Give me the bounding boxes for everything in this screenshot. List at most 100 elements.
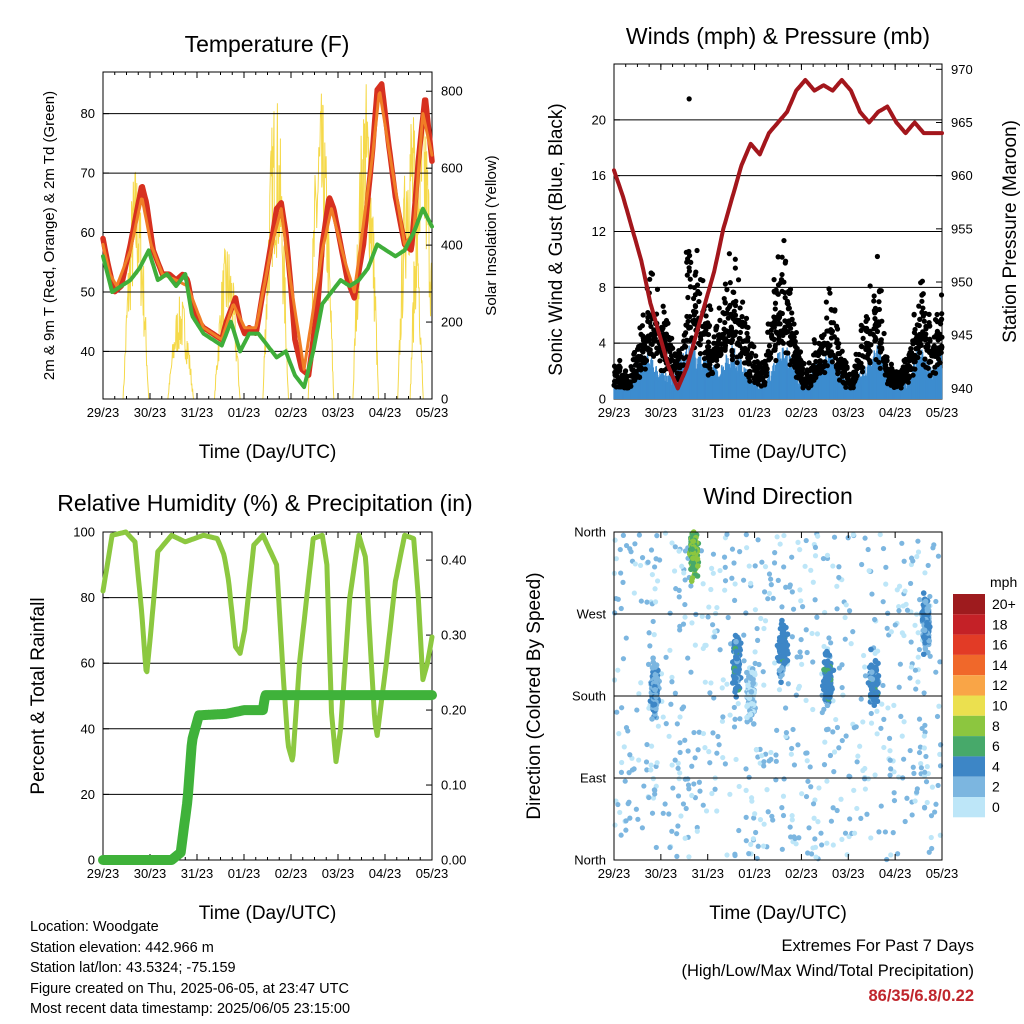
- direction-point: [751, 815, 757, 821]
- gust-point: [731, 308, 737, 314]
- direction-point: [752, 607, 759, 613]
- direction-point: [875, 648, 881, 654]
- legend-swatch: [953, 634, 985, 655]
- gust-point: [781, 237, 787, 244]
- direction-point: [926, 849, 932, 855]
- direction-point: [923, 779, 930, 785]
- gust-point: [707, 354, 713, 360]
- gust-point: [651, 334, 657, 340]
- direction-point: [720, 677, 726, 683]
- direction-point: [887, 748, 893, 754]
- direction-point: [790, 606, 797, 612]
- gust-point: [888, 361, 894, 367]
- gust-point: [667, 337, 673, 343]
- series-2m-td: [101, 206, 434, 390]
- direction-point: [779, 604, 785, 610]
- direction-point: [812, 553, 819, 559]
- gust-point: [876, 299, 882, 305]
- gust-point: [824, 315, 830, 321]
- direction-point: [709, 790, 715, 797]
- direction-point: [746, 851, 752, 857]
- gust-point: [832, 307, 838, 313]
- direction-point: [672, 757, 678, 763]
- gust-point: [771, 314, 777, 320]
- direction-point: [843, 602, 849, 608]
- direction-point: [685, 748, 691, 754]
- gust-point: [717, 335, 723, 341]
- direction-point: [744, 702, 751, 708]
- direction-point: [682, 776, 688, 782]
- gust-point: [894, 375, 901, 381]
- direction-point: [789, 745, 795, 752]
- gust-point: [822, 351, 828, 357]
- gust-point: [882, 359, 888, 366]
- gust-point: [908, 346, 914, 352]
- gust-point: [721, 295, 727, 302]
- gust-point: [648, 323, 654, 330]
- gust-point: [907, 349, 913, 356]
- gust-point: [705, 372, 711, 378]
- direction-point: [678, 813, 684, 819]
- direction-point: [883, 581, 889, 587]
- direction-point: [918, 765, 924, 771]
- direction-point: [736, 783, 742, 790]
- gust-point: [787, 290, 793, 296]
- direction-point: [690, 538, 697, 545]
- direction-point: [636, 757, 642, 763]
- direction-point: [676, 548, 682, 554]
- direction-point: [878, 803, 884, 809]
- gust-point: [635, 346, 641, 352]
- legend-label: 0: [992, 799, 1000, 815]
- x-tick-label: 03/23: [832, 405, 865, 420]
- gust-point: [836, 377, 843, 383]
- direction-point: [731, 560, 737, 566]
- direction-point: [623, 827, 629, 833]
- gust-point: [782, 318, 788, 324]
- gust-point: [871, 308, 877, 314]
- direction-point: [865, 776, 871, 782]
- gust-point: [839, 348, 845, 354]
- direction-point: [649, 810, 656, 816]
- direction-point: [821, 643, 827, 650]
- direction-point: [783, 730, 790, 736]
- direction-point: [639, 825, 645, 831]
- direction-point: [853, 724, 859, 730]
- direction-point: [724, 852, 730, 858]
- gust-point: [740, 299, 746, 305]
- direction-point: [820, 555, 827, 562]
- gust-point: [645, 338, 651, 344]
- direction-point: [772, 550, 778, 556]
- direction-point: [830, 698, 836, 704]
- gust-point: [696, 298, 702, 305]
- y-tick-label: 70: [81, 166, 95, 181]
- gust-point: [745, 324, 751, 331]
- direction-point: [892, 622, 898, 628]
- direction-point: [660, 714, 666, 720]
- x-axis-label: Time (Day/UTC): [709, 442, 847, 463]
- gust-point: [773, 357, 779, 364]
- direction-point: [755, 843, 761, 849]
- direction-point: [689, 546, 695, 553]
- gust-point: [681, 338, 687, 344]
- gust-point: [822, 369, 828, 376]
- direction-point: [884, 625, 890, 631]
- direction-point: [675, 823, 681, 829]
- direction-point: [926, 638, 932, 644]
- direction-point: [772, 660, 778, 666]
- direction-point: [885, 705, 891, 711]
- direction-point: [830, 842, 836, 848]
- direction-point: [857, 743, 863, 749]
- direction-point: [627, 752, 633, 758]
- gust-point: [888, 377, 895, 383]
- gust-point: [730, 300, 736, 306]
- direction-point: [615, 801, 621, 808]
- gust-point: [638, 365, 644, 371]
- x-axis-label: Time (Day/UTC): [709, 903, 847, 924]
- direction-point: [641, 783, 647, 789]
- direction-point: [870, 680, 876, 687]
- direction-point: [924, 799, 930, 806]
- legend-label: 12: [992, 677, 1008, 693]
- gust-point: [743, 315, 750, 321]
- gust-point: [797, 375, 803, 381]
- direction-point: [629, 767, 636, 773]
